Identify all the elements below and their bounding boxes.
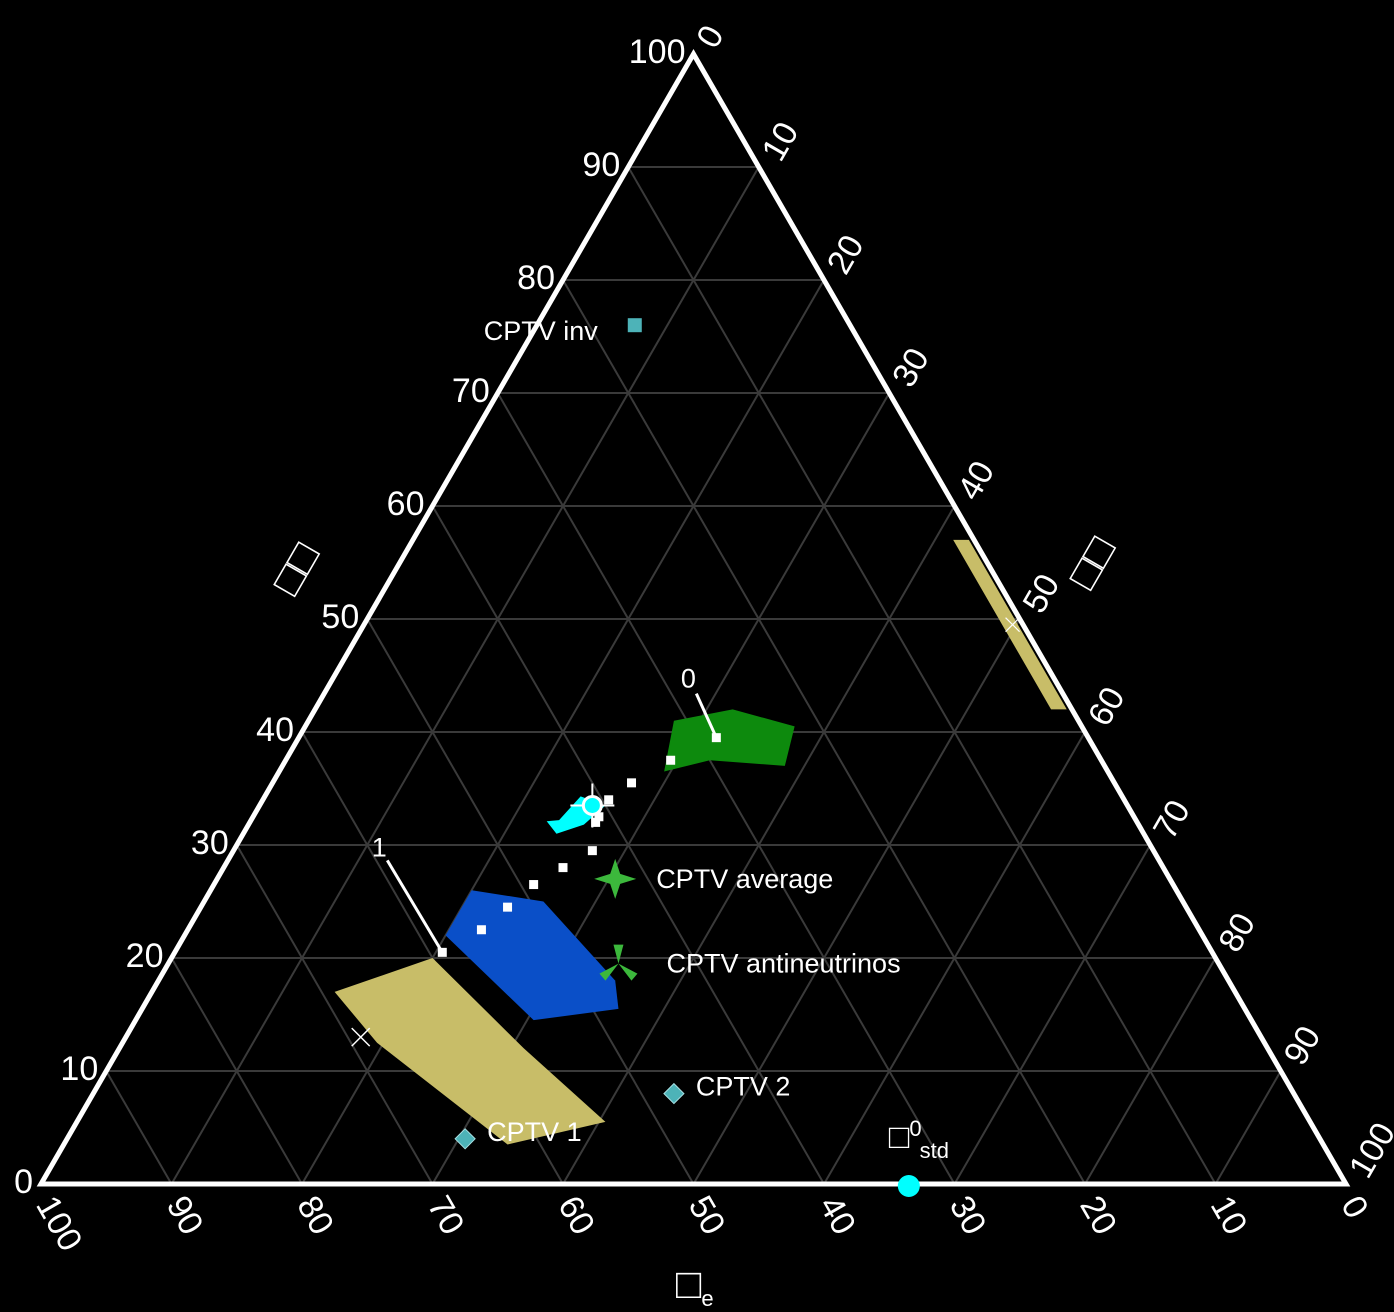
cyan-circle-marker — [581, 794, 603, 816]
point-label: CPTV 2 — [696, 1072, 791, 1102]
path-start-leader — [386, 859, 444, 954]
data-points: CPTV inv CPTV 1 CPTV 2 CPTV average CPTV ant… — [351, 316, 1020, 1197]
tristar-marker — [599, 944, 638, 981]
left-tick-label: 50 — [321, 598, 359, 636]
point-label: CPTV inv — [484, 316, 599, 346]
trajectory-path: 10 — [372, 664, 721, 957]
star-marker — [594, 858, 637, 899]
path-marker — [437, 947, 447, 957]
path-end-leader — [694, 693, 718, 739]
region-green — [664, 709, 795, 772]
left-tick-label: 20 — [126, 937, 164, 975]
triangle-frame — [36, 49, 1351, 1187]
yellow-region-x-marker — [351, 1027, 371, 1047]
path-marker — [594, 812, 604, 822]
region-yellow — [334, 958, 606, 1145]
left-tick-label: 10 — [60, 1050, 98, 1088]
grid-line-x-90 — [105, 1070, 173, 1185]
path-marker — [476, 925, 486, 935]
path-marker — [529, 880, 539, 890]
std-circle-marker — [897, 1175, 920, 1197]
left-tick-label: 100 — [629, 33, 686, 71]
bottom-axis-label: □e — [676, 1260, 714, 1311]
grid-line-z-30 — [953, 844, 1152, 1185]
edge-x-marker — [1005, 617, 1020, 633]
left-tick-label: 70 — [452, 372, 490, 410]
region-blue — [445, 890, 619, 1021]
path-marker — [627, 778, 637, 788]
path-end-label: 0 — [681, 664, 696, 694]
grid-line-z-10 — [1214, 1070, 1282, 1185]
left-tick-label: 90 — [582, 146, 620, 184]
left-tick-label: 40 — [256, 711, 294, 749]
grid-line-x-70 — [235, 844, 434, 1185]
std-symbol: □ — [889, 1118, 910, 1156]
path-start-label: 1 — [372, 832, 387, 862]
grid-line-z-50 — [692, 618, 1021, 1185]
point-label: CPTV antineutrinos — [666, 949, 900, 979]
grid-line-z-20 — [1084, 957, 1217, 1185]
region-yellow-edge — [953, 539, 1067, 710]
diamond-marker — [663, 1082, 685, 1105]
path-marker — [558, 863, 568, 873]
path-marker — [604, 795, 614, 805]
left-tick-label: 80 — [517, 259, 555, 297]
path-marker — [711, 733, 721, 743]
grid-line-z-60 — [562, 505, 956, 1185]
regions — [334, 539, 1067, 1145]
path-marker — [587, 846, 597, 856]
std-superscript: 0 — [909, 1116, 921, 1141]
grid-line-z-90 — [170, 166, 760, 1185]
path-marker — [591, 817, 601, 827]
point-label: CPTV 1 — [487, 1117, 582, 1147]
path-marker — [666, 755, 676, 765]
path-marker — [503, 902, 513, 912]
left-tick-label: 30 — [191, 824, 229, 862]
std-subscript: std — [920, 1138, 949, 1163]
point-label: CPTV average — [656, 864, 833, 894]
point-label: □0 std — [889, 1116, 949, 1163]
grid-line-z-40 — [823, 731, 1086, 1185]
cptv-inv-marker — [627, 318, 642, 333]
grid-line-x-10 — [627, 166, 1217, 1185]
left-tick-label: 0 — [14, 1163, 33, 1201]
diamond-marker — [454, 1128, 476, 1150]
left-tick-label: 60 — [387, 485, 425, 523]
grid-line-x-30 — [496, 392, 956, 1185]
